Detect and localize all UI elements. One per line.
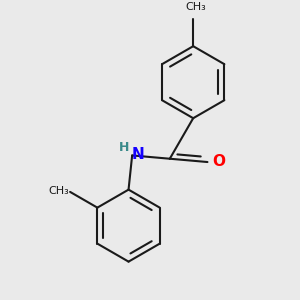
- Text: CH₃: CH₃: [48, 186, 69, 196]
- Text: O: O: [212, 154, 225, 169]
- Text: N: N: [132, 147, 145, 162]
- Text: CH₃: CH₃: [185, 2, 206, 12]
- Text: H: H: [119, 141, 129, 154]
